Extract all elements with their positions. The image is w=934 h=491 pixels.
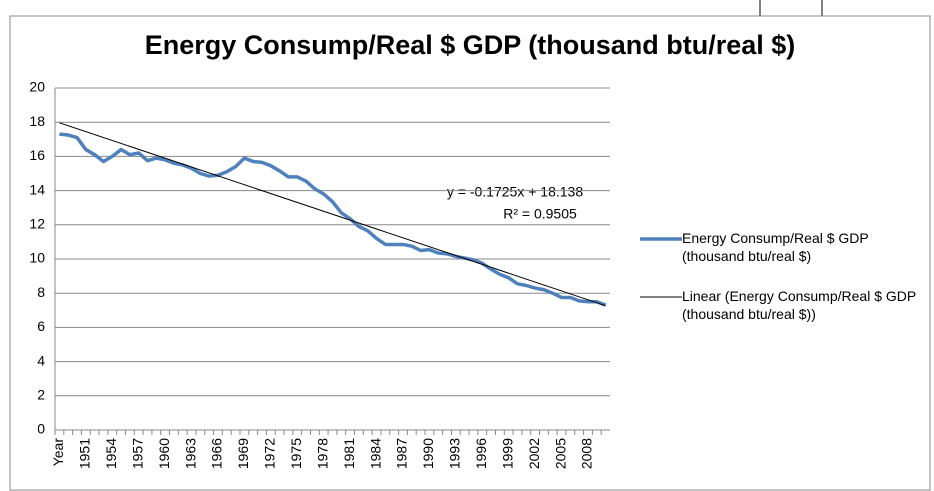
y-tick-label: 18 — [29, 113, 45, 129]
legend-label: Linear (Energy Consump/Real $ GDP (thous… — [682, 288, 916, 322]
x-tick-label: 1951 — [77, 438, 93, 469]
y-tick-label: 2 — [37, 387, 45, 403]
y-tick-label: 12 — [29, 216, 45, 232]
x-tick-label: Year — [50, 438, 66, 467]
x-tick-label: 1990 — [420, 438, 436, 469]
chart-frame — [9, 15, 931, 491]
x-tick-label: 1981 — [341, 438, 357, 469]
y-tick-label: 8 — [37, 284, 45, 300]
x-tick-label: 1987 — [394, 438, 410, 469]
y-tick-label: 10 — [29, 250, 45, 266]
legend-label: Energy Consump/Real $ GDP (thousand btu/… — [682, 230, 869, 264]
trend-equation: y = -0.1725x + 18.138 — [447, 184, 583, 200]
x-tick-label: 1960 — [156, 438, 172, 469]
x-tick-label: 1999 — [499, 438, 515, 469]
x-tick-label: 1996 — [473, 438, 489, 469]
y-tick-label: 20 — [29, 79, 45, 95]
y-tick-label: 16 — [29, 147, 45, 163]
x-tick-label: 2005 — [552, 438, 568, 469]
x-tick-label: 1978 — [314, 438, 330, 469]
x-tick-label: 1966 — [209, 438, 225, 469]
trend-r-squared: R² = 0.9505 — [503, 206, 577, 222]
data-line — [59, 132, 607, 307]
x-tick-label: 1957 — [129, 438, 145, 469]
x-tick-label: 2002 — [526, 438, 542, 469]
x-tick-label: 1954 — [103, 438, 119, 469]
x-tick-label: 1963 — [182, 438, 198, 469]
x-tick-label: 1984 — [367, 438, 383, 469]
y-tick-label: 14 — [29, 181, 45, 197]
x-tick-label: 1993 — [447, 438, 463, 469]
y-tick-label: 0 — [37, 421, 45, 437]
x-tick-label: 1975 — [288, 438, 304, 469]
y-tick-label: 4 — [37, 352, 45, 368]
x-tick-label: 1972 — [262, 438, 278, 469]
y-tick-label: 6 — [37, 318, 45, 334]
x-tick-label: 2008 — [579, 438, 595, 469]
x-tick-label: 1969 — [235, 438, 251, 469]
chart-title: Energy Consump/Real $ GDP (thousand btu/… — [145, 30, 796, 60]
trend-line — [59, 122, 606, 307]
